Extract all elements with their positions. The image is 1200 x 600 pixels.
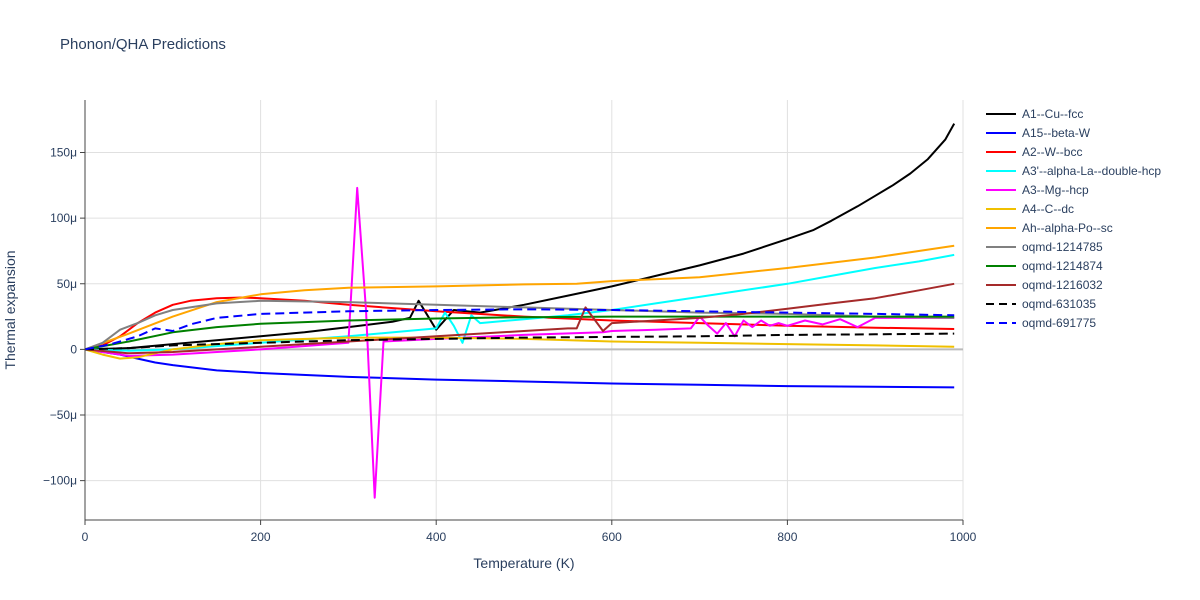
legend-item[interactable]: A3--Mg--hcp [986, 183, 1089, 197]
legend-label: A1--Cu--fcc [1022, 107, 1083, 121]
x-tick-label: 0 [82, 530, 89, 544]
legend-label: oqmd-631035 [1022, 297, 1096, 311]
legend-label: Ah--alpha-Po--sc [1022, 221, 1113, 235]
x-tick-label: 400 [426, 530, 446, 544]
series-line-oqmd-691775 [84, 308, 955, 351]
legend-item[interactable]: oqmd-1214785 [986, 240, 1103, 254]
y-tick-label: −100μ [43, 474, 77, 488]
legend-label: oqmd-1214785 [1022, 240, 1103, 254]
legend-item[interactable]: oqmd-1216032 [986, 278, 1103, 292]
y-tick-label: 0 [70, 342, 77, 356]
x-axis-title: Temperature (K) [473, 555, 574, 571]
ticks-layer: 0 200 400 600 800 1000 −100μ −50μ 0 50μ 100μ 150μ [43, 146, 977, 545]
series-line-A3--Mg--hcp [84, 186, 955, 499]
series-line-oqmd-1214785 [84, 299, 955, 351]
legend-label: A2--W--bcc [1022, 145, 1082, 159]
x-tick-label: 600 [602, 530, 622, 544]
legend-label: oqmd-1214874 [1022, 259, 1103, 273]
series-line-oqmd-1214874 [84, 315, 955, 351]
legend[interactable]: A1--Cu--fcc A15--beta-W A2--W--bcc A3'--alp… [986, 107, 1161, 330]
y-tick-label: 150μ [50, 146, 77, 160]
legend-label: oqmd-691775 [1022, 316, 1096, 330]
series-line-A15--beta-W [84, 348, 955, 389]
x-tick-label: 800 [777, 530, 797, 544]
legend-label: A3--Mg--hcp [1022, 183, 1089, 197]
series-line-oqmd-1216032 [84, 282, 955, 355]
legend-item[interactable]: A15--beta-W [986, 126, 1091, 140]
y-tick-label: −50μ [50, 408, 77, 422]
x-tick-label: 200 [251, 530, 271, 544]
y-tick-label: 50μ [57, 277, 77, 291]
series-line-A1--Cu--fcc [84, 123, 956, 351]
legend-label: A15--beta-W [1022, 126, 1091, 140]
y-axis-title: Thermal expansion [2, 250, 18, 369]
grid-layer [85, 100, 964, 520]
series-layer [84, 123, 956, 499]
legend-item[interactable]: A3'--alpha-La--double-hcp [986, 164, 1161, 178]
legend-item[interactable]: oqmd-1214874 [986, 259, 1103, 273]
axes-layer [84, 100, 963, 521]
legend-item[interactable]: Ah--alpha-Po--sc [986, 221, 1113, 235]
legend-label: A3'--alpha-La--double-hcp [1022, 164, 1161, 178]
series-line-Ah--alpha-Po--sc [84, 244, 955, 351]
legend-item[interactable]: oqmd-691775 [986, 316, 1096, 330]
legend-label: oqmd-1216032 [1022, 278, 1103, 292]
y-tick-label: 100μ [50, 211, 77, 225]
legend-label: A4--C--dc [1022, 202, 1074, 216]
legend-item[interactable]: A1--Cu--fcc [986, 107, 1083, 121]
legend-item[interactable]: oqmd-631035 [986, 297, 1096, 311]
series-line-A4--C--dc [84, 336, 955, 360]
chart-title: Phonon/QHA Predictions [60, 36, 226, 53]
series-line-oqmd-631035 [84, 332, 955, 351]
legend-item[interactable]: A2--W--bcc [986, 145, 1082, 159]
x-tick-label: 1000 [950, 530, 977, 544]
legend-item[interactable]: A4--C--dc [986, 202, 1074, 216]
